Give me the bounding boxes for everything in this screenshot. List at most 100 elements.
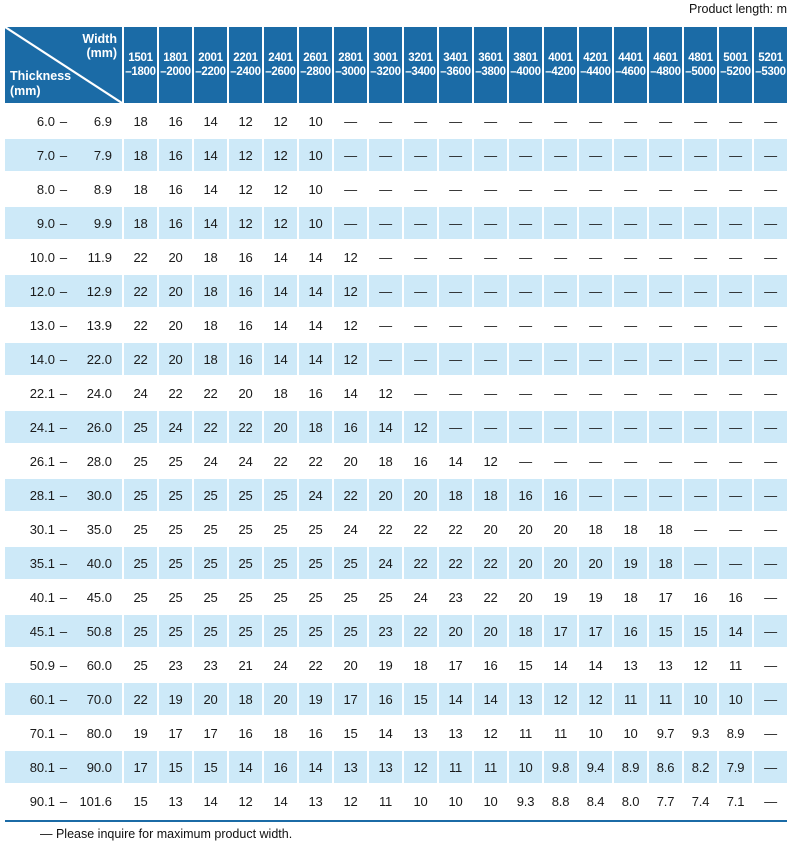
thickness-to: 101.6 bbox=[79, 793, 112, 809]
length-value-cell: 14 bbox=[299, 309, 332, 341]
length-value-cell: 14 bbox=[334, 377, 367, 409]
thickness-from: 45.1 bbox=[29, 623, 55, 639]
thickness-from: 9.0 bbox=[36, 215, 55, 231]
length-value-cell: — bbox=[579, 343, 612, 375]
length-value-cell: — bbox=[614, 343, 647, 375]
length-value-cell: — bbox=[404, 139, 437, 171]
length-value-cell: 12 bbox=[264, 207, 297, 239]
length-value-cell: 18 bbox=[124, 105, 157, 137]
length-value-cell: 25 bbox=[124, 547, 157, 579]
length-value-cell: 25 bbox=[229, 547, 262, 579]
length-value-cell: 12 bbox=[334, 275, 367, 307]
length-value-cell: 12 bbox=[404, 411, 437, 443]
length-value-cell: 18 bbox=[614, 581, 647, 613]
length-value-cell: 14 bbox=[264, 275, 297, 307]
length-value-cell: — bbox=[649, 377, 682, 409]
length-value-cell: 11 bbox=[369, 785, 402, 817]
length-value-cell: 25 bbox=[299, 547, 332, 579]
thickness-range-dash: – bbox=[59, 521, 68, 537]
thickness-from: 24.1 bbox=[29, 419, 55, 435]
length-value-cell: 11 bbox=[474, 751, 507, 783]
thickness-range-dash: – bbox=[59, 555, 68, 571]
length-value-cell: — bbox=[614, 139, 647, 171]
length-value-cell: 14 bbox=[194, 173, 227, 205]
footnote: — Please inquire for maximum product wid… bbox=[40, 827, 293, 841]
length-value-cell: 22 bbox=[194, 377, 227, 409]
length-value-cell: 25 bbox=[334, 547, 367, 579]
length-value-cell: — bbox=[544, 343, 577, 375]
thickness-to: 22.0 bbox=[86, 351, 112, 367]
length-value-cell: — bbox=[474, 275, 507, 307]
length-value-cell: 10 bbox=[299, 207, 332, 239]
width-range-line: 2601 bbox=[303, 51, 328, 64]
length-value-cell: 20 bbox=[159, 343, 192, 375]
length-value-cell: 25 bbox=[229, 581, 262, 613]
length-value-cell: 24 bbox=[264, 649, 297, 681]
length-value-cell: 18 bbox=[124, 207, 157, 239]
width-range-line: 3601 bbox=[478, 51, 503, 64]
length-value-cell: — bbox=[439, 343, 472, 375]
length-value-cell: 12 bbox=[229, 139, 262, 171]
length-value-cell: — bbox=[754, 241, 787, 273]
length-value-cell: 18 bbox=[264, 377, 297, 409]
length-value-cell: — bbox=[684, 173, 717, 205]
length-value-cell: — bbox=[579, 207, 612, 239]
width-range-line: –3000 bbox=[335, 66, 366, 78]
length-value-cell: — bbox=[754, 717, 787, 749]
length-value-cell: 16 bbox=[229, 309, 262, 341]
length-value-cell: 16 bbox=[719, 581, 752, 613]
length-value-cell: — bbox=[544, 309, 577, 341]
length-value-cell: 20 bbox=[159, 241, 192, 273]
width-range-header: 2401 –2600 bbox=[264, 27, 297, 103]
length-value-cell: — bbox=[579, 445, 612, 477]
width-range-line: 4201 bbox=[583, 51, 608, 64]
length-value-cell: 17 bbox=[544, 615, 577, 647]
length-value-cell: 25 bbox=[194, 615, 227, 647]
length-value-cell: 16 bbox=[299, 377, 332, 409]
length-value-cell: 22 bbox=[439, 513, 472, 545]
thickness-range-dash: – bbox=[59, 181, 68, 197]
length-value-cell: 20 bbox=[159, 309, 192, 341]
length-value-cell: — bbox=[369, 139, 402, 171]
width-range-header: 3201 –3400 bbox=[404, 27, 437, 103]
length-value-cell: — bbox=[544, 173, 577, 205]
length-value-cell: 16 bbox=[229, 241, 262, 273]
length-value-cell: — bbox=[684, 275, 717, 307]
length-value-cell: — bbox=[544, 105, 577, 137]
length-value-cell: — bbox=[684, 479, 717, 511]
thickness-to: 60.0 bbox=[86, 657, 112, 673]
length-value-cell: 14 bbox=[439, 683, 472, 715]
length-value-cell: 24 bbox=[124, 377, 157, 409]
length-value-cell: — bbox=[754, 615, 787, 647]
thickness-range-cell: 13.0– 13.9 bbox=[5, 309, 122, 341]
length-value-cell: — bbox=[754, 411, 787, 443]
thickness-range-cell: 30.1– 35.0 bbox=[5, 513, 122, 545]
thickness-range-cell: 50.9– 60.0 bbox=[5, 649, 122, 681]
length-value-cell: 20 bbox=[369, 479, 402, 511]
length-value-cell: — bbox=[544, 411, 577, 443]
length-value-cell: — bbox=[474, 309, 507, 341]
length-value-cell: 18 bbox=[194, 241, 227, 273]
length-value-cell: 22 bbox=[404, 615, 437, 647]
width-range-line: –3400 bbox=[405, 66, 436, 78]
length-value-cell: 12 bbox=[229, 105, 262, 137]
length-value-cell: 23 bbox=[369, 615, 402, 647]
length-value-cell: — bbox=[754, 649, 787, 681]
length-value-cell: 12 bbox=[369, 377, 402, 409]
length-value-cell: 23 bbox=[439, 581, 472, 613]
length-value-cell: — bbox=[404, 241, 437, 273]
length-value-cell: 22 bbox=[474, 547, 507, 579]
thickness-range-cell: 40.1– 45.0 bbox=[5, 581, 122, 613]
length-value-cell: 20 bbox=[264, 683, 297, 715]
length-value-cell: — bbox=[474, 377, 507, 409]
thickness-to: 26.0 bbox=[86, 419, 112, 435]
length-value-cell: 25 bbox=[264, 479, 297, 511]
length-value-cell: — bbox=[684, 411, 717, 443]
length-value-cell: 16 bbox=[544, 479, 577, 511]
length-value-cell: 19 bbox=[299, 683, 332, 715]
thickness-from: 40.1 bbox=[29, 589, 55, 605]
length-value-cell: — bbox=[684, 105, 717, 137]
width-range-line: 4001 bbox=[548, 51, 573, 64]
length-value-cell: 15 bbox=[404, 683, 437, 715]
thickness-range-cell: 14.0– 22.0 bbox=[5, 343, 122, 375]
